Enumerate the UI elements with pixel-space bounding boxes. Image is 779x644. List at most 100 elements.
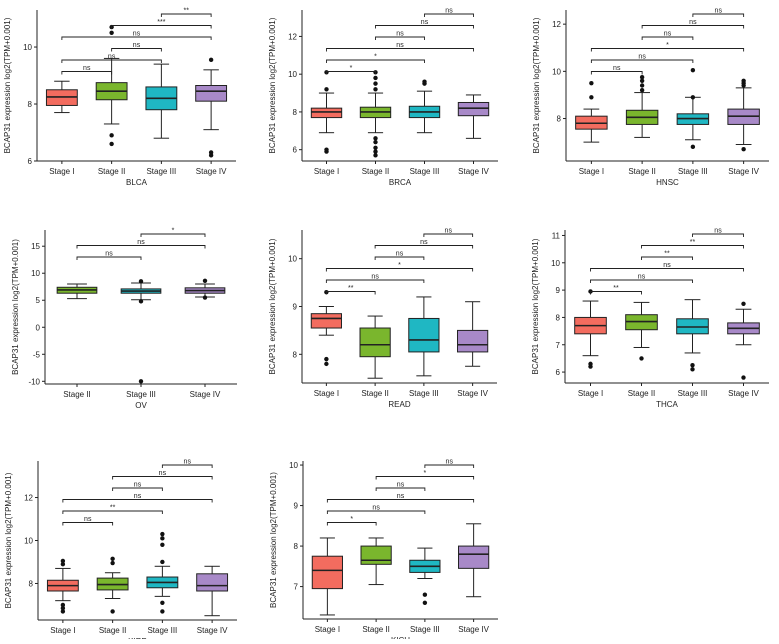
- outlier-point: [373, 75, 378, 81]
- significance-label: ns: [446, 459, 454, 466]
- significance-label: ns: [664, 31, 672, 38]
- x-tick-label: Stage IV: [458, 625, 489, 634]
- outlier-point: [639, 356, 644, 361]
- significance-bracket: [62, 499, 213, 503]
- significance-label: ns: [396, 31, 404, 38]
- x-axis-label: BRCA: [389, 178, 412, 187]
- panel-thca: 6 7 8 9 10 11 BCAP31 expression log2(TPM+0.001…: [531, 228, 769, 409]
- y-tick-label: 8: [29, 579, 34, 588]
- outlier-point: [373, 139, 378, 145]
- x-tick-label: Stage IV: [457, 389, 488, 398]
- outlier-point: [373, 149, 378, 154]
- significance-label: ***: [157, 19, 165, 26]
- outlier-point: [639, 83, 645, 88]
- outlier-point: [373, 81, 378, 86]
- outlier-point: [208, 153, 214, 158]
- box-stage-iv: [458, 545, 490, 569]
- significance-label: ns: [133, 42, 141, 49]
- x-tick-label: Stage IV: [190, 390, 221, 399]
- significance-bracket: [62, 510, 163, 514]
- y-tick-label: 8: [556, 313, 561, 322]
- x-tick-label: Stage III: [147, 626, 177, 635]
- significance-label: **: [690, 239, 696, 246]
- significance-bracket: [590, 279, 693, 283]
- outlier-point: [202, 295, 208, 300]
- y-tick-label: 6: [293, 146, 298, 155]
- x-tick-label: Stage II: [628, 389, 656, 398]
- x-tick-label: Stage I: [314, 167, 339, 176]
- significance-bracket: [326, 499, 475, 503]
- y-tick-label: 8: [28, 100, 33, 109]
- y-tick-label: 10: [23, 43, 32, 52]
- outlier-point: [160, 542, 165, 547]
- x-tick-label: Stage II: [99, 626, 127, 635]
- significance-bracket: [140, 233, 206, 237]
- significance-bracket: [375, 25, 474, 29]
- outlier-point: [110, 560, 115, 566]
- significance-bracket: [160, 13, 212, 17]
- panel-kirp: 8 10 12 BCAP31 expression log2(TPM+0.001) St…: [4, 459, 237, 644]
- outlier-point: [138, 299, 144, 304]
- outlier-point: [138, 279, 144, 284]
- significance-bracket: [590, 59, 694, 63]
- significance-bracket: [375, 487, 426, 491]
- x-axis-label: READ: [388, 400, 410, 409]
- outlier-point: [741, 78, 746, 83]
- y-tick-label: 0: [36, 323, 41, 332]
- significance-bracket: [590, 48, 745, 52]
- y-axis-label: BCAP31 expression log2(TPM+0.001): [3, 17, 12, 153]
- x-tick-label: Stage III: [409, 389, 439, 398]
- significance-bracket: [375, 476, 475, 480]
- x-tick-label: Stage II: [361, 389, 389, 398]
- significance-bracket: [641, 256, 693, 260]
- outlier-point: [324, 361, 329, 367]
- significance-label: ns: [372, 505, 380, 512]
- y-tick-label: 8: [557, 115, 562, 124]
- outlier-point: [202, 278, 208, 283]
- y-tick-label: 9: [556, 286, 561, 295]
- significance-label: ns: [137, 239, 145, 246]
- x-tick-label: Stage III: [410, 625, 440, 634]
- outlier-point: [639, 75, 645, 80]
- significance-label: ns: [420, 239, 428, 246]
- significance-bracket: [590, 291, 642, 295]
- significance-label: *: [424, 470, 427, 477]
- significance-label: ns: [714, 228, 722, 235]
- significance-bracket: [374, 245, 474, 249]
- outlier-point: [639, 88, 645, 93]
- y-tick-label: 10: [551, 259, 560, 268]
- outlier-point: [109, 141, 114, 147]
- y-tick-label: 10: [24, 537, 33, 546]
- significance-bracket: [62, 522, 114, 526]
- box-stage-iv: [457, 329, 489, 353]
- outlier-point: [422, 79, 427, 84]
- significance-label: ns: [396, 251, 404, 258]
- outlier-point: [109, 133, 114, 138]
- significance-bracket: [325, 291, 376, 295]
- outlier-point: [160, 559, 165, 565]
- y-tick-label: 10: [288, 70, 297, 79]
- significance-label: ns: [108, 54, 116, 61]
- y-tick-label: 12: [552, 20, 561, 29]
- box-stage-i: [310, 313, 342, 329]
- outlier-point: [109, 30, 114, 35]
- outlier-point: [589, 80, 594, 86]
- x-tick-label: Stage I: [49, 167, 74, 176]
- significance-bracket: [326, 522, 377, 526]
- x-axis-label: HNSC: [656, 178, 679, 187]
- significance-label: *: [398, 262, 401, 269]
- outlier-point: [690, 95, 696, 100]
- significance-label: **: [110, 505, 116, 512]
- significance-bracket: [325, 268, 474, 272]
- significance-bracket: [374, 256, 425, 260]
- y-axis-label: BCAP31 expression log2(TPM+0.001): [268, 17, 277, 153]
- outlier-point: [110, 556, 115, 561]
- panel-ov: -10 -5 0 5 10 15 BCAP31 expression log2(TPM+0.…: [11, 228, 237, 410]
- outlier-point: [138, 379, 144, 384]
- significance-label: ns: [421, 19, 429, 26]
- significance-label: ns: [134, 493, 142, 500]
- y-axis-label: BCAP31 expression log2(TPM+0.001): [531, 238, 540, 374]
- outlier-point: [373, 87, 378, 92]
- x-tick-label: Stage I: [314, 389, 339, 398]
